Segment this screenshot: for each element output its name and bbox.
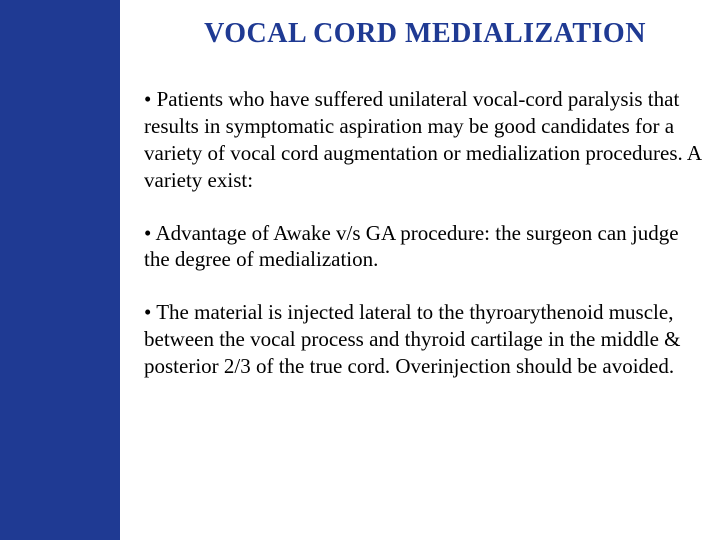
paragraph-1: • Patients who have suffered unilateral …: [144, 86, 706, 194]
left-sidebar: [0, 0, 120, 540]
slide-title: VOCAL CORD MEDIALIZATION: [144, 18, 706, 50]
content-area: VOCAL CORD MEDIALIZATION • Patients who …: [120, 0, 720, 540]
paragraph-2: • Advantage of Awake v/s GA procedure: t…: [144, 220, 706, 274]
paragraph-3: • The material is injected lateral to th…: [144, 299, 706, 380]
